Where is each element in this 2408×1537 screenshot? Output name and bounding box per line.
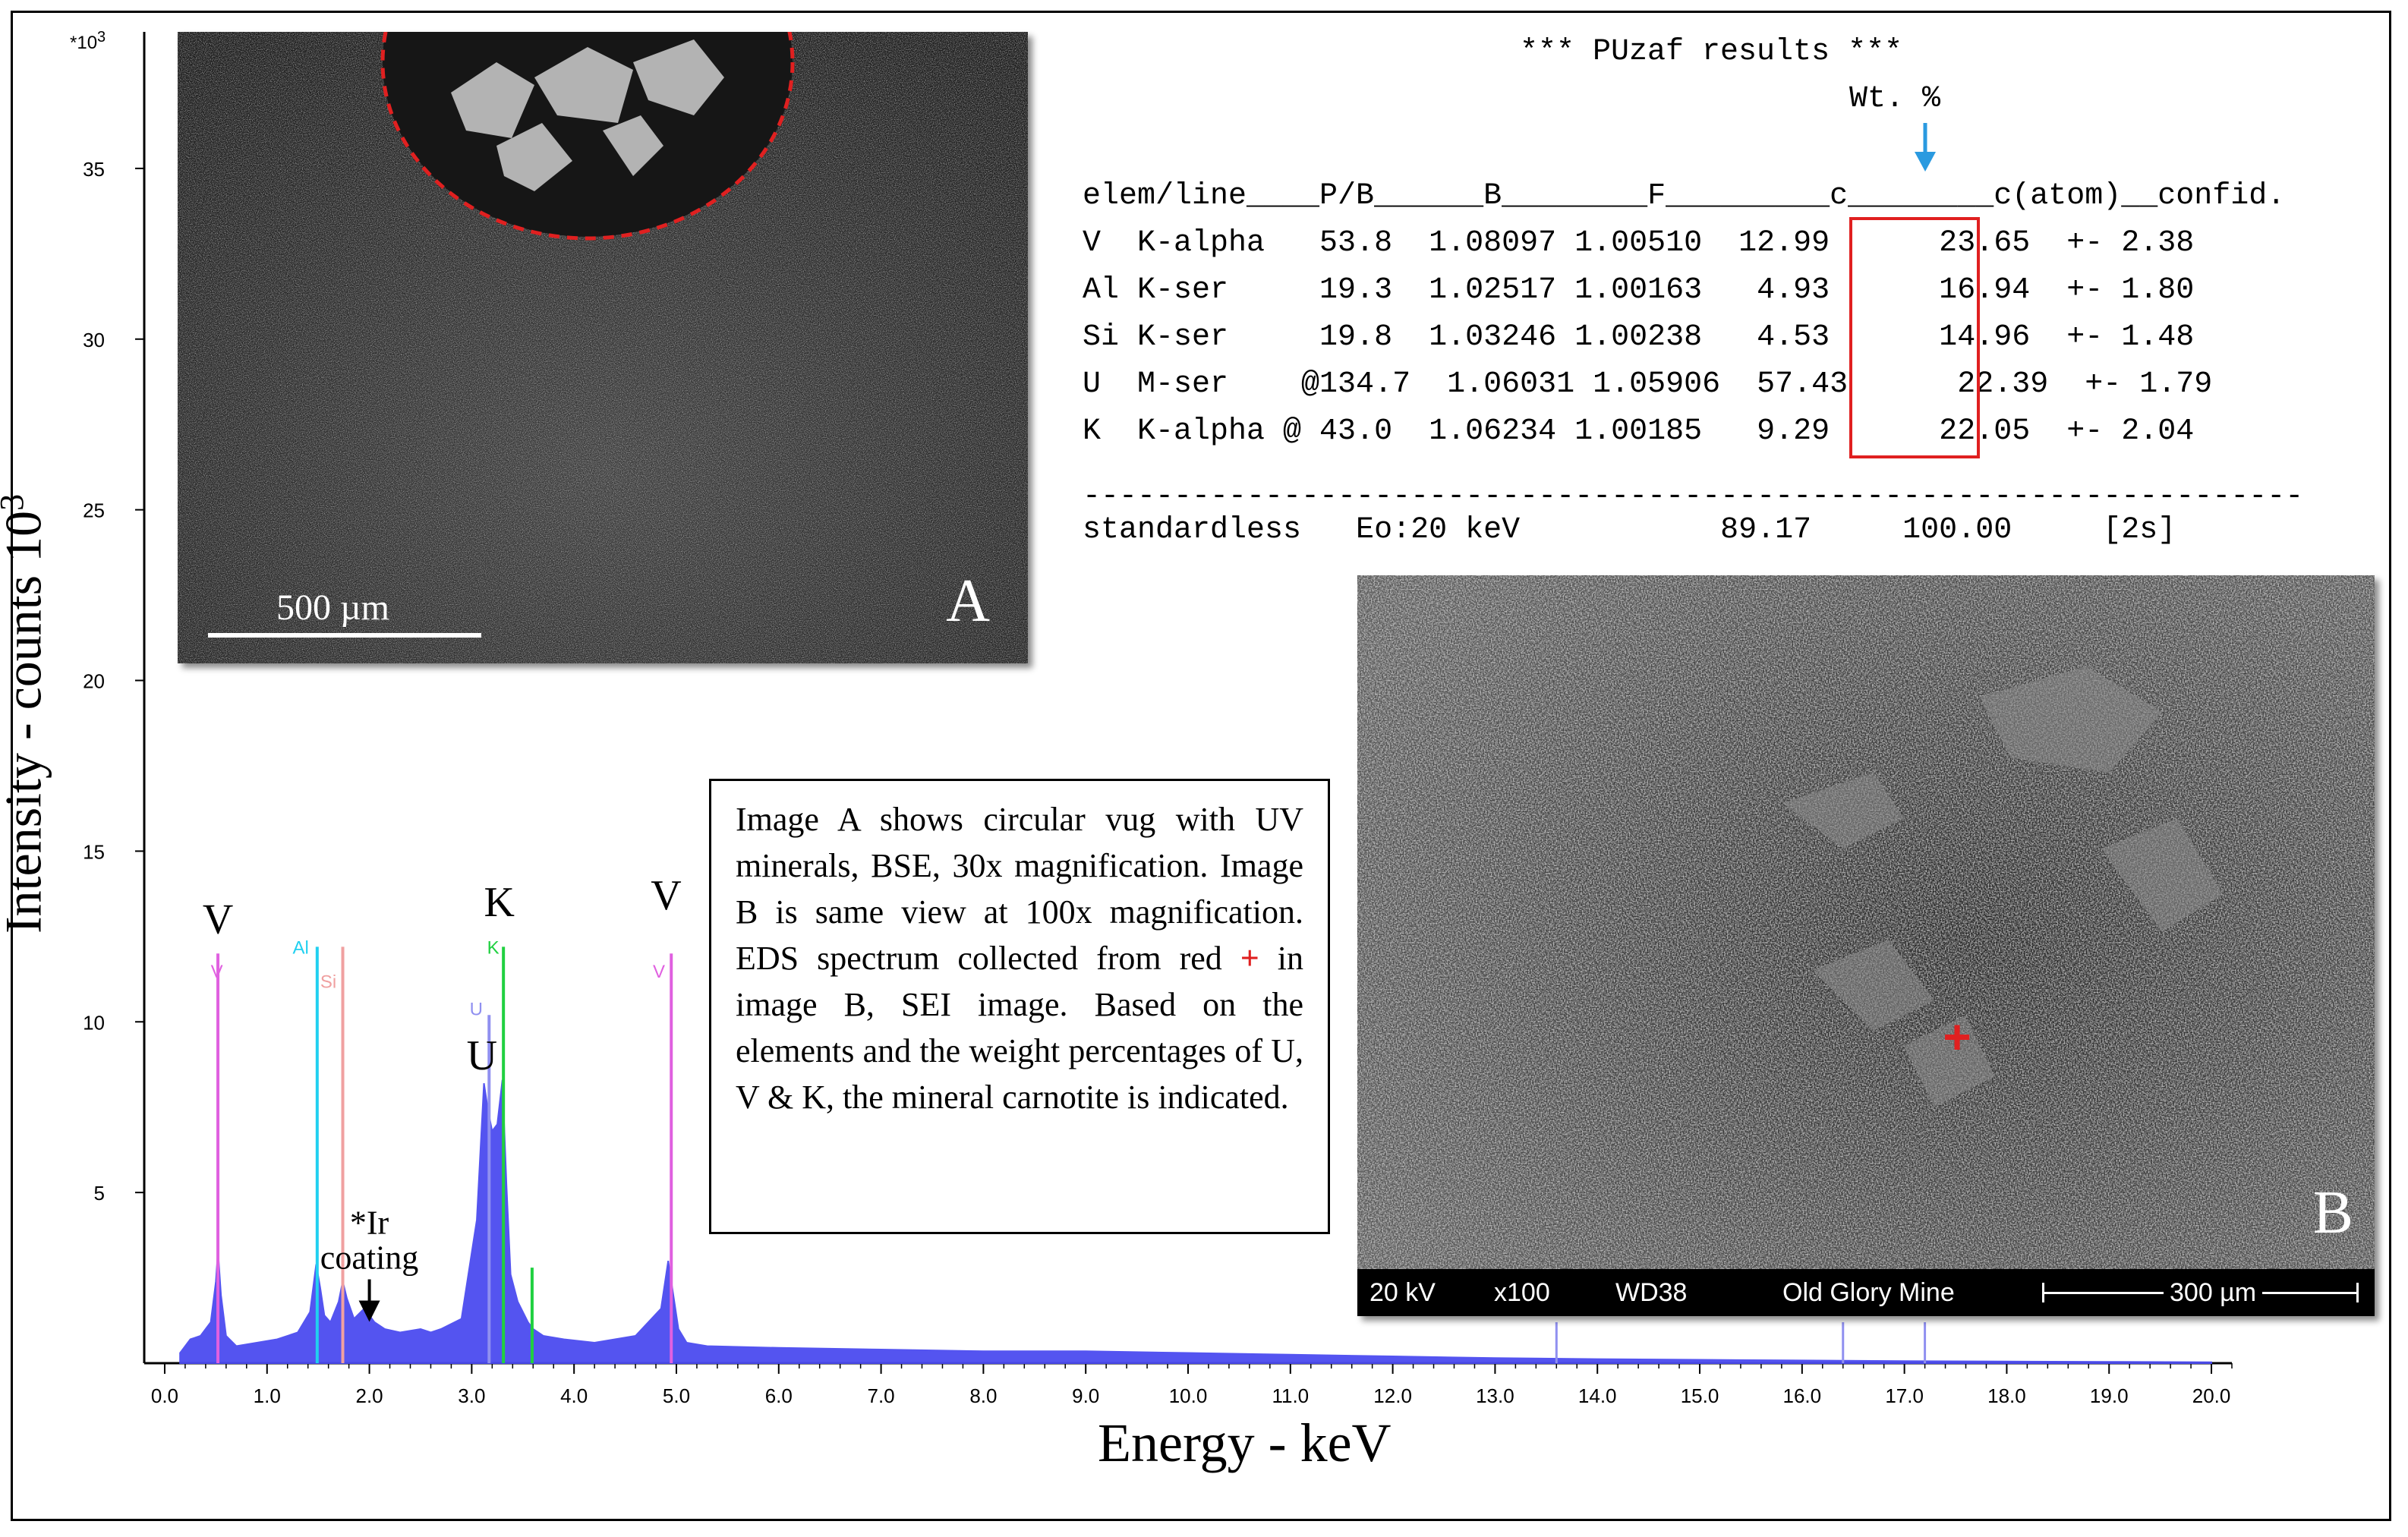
status-mag: x100 bbox=[1494, 1278, 1550, 1307]
caption-box: Image A shows circular vug with UV miner… bbox=[709, 779, 1330, 1234]
puzaf-total: standardless Eo:20 keV 89.17 100.00 [2s] bbox=[1083, 513, 2176, 547]
marker-label-u: U bbox=[470, 999, 483, 1019]
x-tick-label: 14.0 bbox=[1578, 1384, 1617, 1407]
status-scale-label: 300 µm bbox=[2164, 1278, 2263, 1308]
bse-image-panel-a: 500 µm A bbox=[178, 32, 1028, 663]
x-tick-label: 15.0 bbox=[1681, 1384, 1719, 1407]
x-tick-label: 18.0 bbox=[1987, 1384, 2026, 1407]
puzaf-divider: ----------------------------------------… bbox=[1083, 480, 2304, 514]
marker-label-v: V bbox=[211, 962, 223, 982]
y-tick-label: 25 bbox=[83, 499, 105, 522]
peak-label-u: U bbox=[467, 1032, 497, 1079]
crystal-plates bbox=[1782, 666, 2223, 1107]
sei-image-panel-b: + 20 kV x100 WD38 Old Glory Mine 300 µm … bbox=[1357, 575, 2375, 1316]
puzaf-header: elem/line____P/B______B________F________… bbox=[1083, 179, 2286, 213]
y-axis-label: Intensity - counts 103 bbox=[0, 494, 52, 934]
element-markers bbox=[216, 946, 1927, 1363]
x-tick-label: 4.0 bbox=[560, 1384, 588, 1407]
figure-frame bbox=[11, 11, 2391, 1521]
puzaf-results: *** PUzaf results *** Wt. % elem/line___… bbox=[1083, 30, 2373, 562]
puzaf-row-si: Si K-ser 19.8 1.03246 1.00238 4.53 14.96… bbox=[1083, 320, 2195, 354]
peak-label-k: K bbox=[484, 879, 515, 926]
axes: 0.0 1.0 2.0 3.0 4.0 5.0 6.0 7.0 8.0 9.0 10.0 11.0 12… bbox=[83, 32, 2233, 1407]
y-tick-label: 30 bbox=[83, 329, 105, 351]
puzaf-row-k: K K-alpha @ 43.0 1.06234 1.00185 9.29 22… bbox=[1083, 414, 2195, 449]
peak-label-v: V bbox=[203, 896, 233, 943]
annotation-line-2: coating bbox=[320, 1239, 419, 1277]
marker-label-v: V bbox=[653, 962, 665, 982]
puzaf-title: *** PUzaf results *** bbox=[1520, 35, 1903, 69]
marker-label-al: Al bbox=[292, 937, 308, 958]
scale-bar bbox=[208, 633, 481, 638]
peak-label-v: V bbox=[651, 872, 681, 919]
y-tick-label: 15 bbox=[83, 840, 105, 863]
x-tick-label: 19.0 bbox=[2090, 1384, 2129, 1407]
down-arrow-icon bbox=[1915, 123, 1936, 172]
y-multiplier-label: *103 bbox=[70, 29, 106, 53]
status-kv: 20 kV bbox=[1369, 1278, 1436, 1307]
sei-image: + bbox=[1357, 575, 2375, 1316]
status-site: Old Glory Mine bbox=[1782, 1278, 1955, 1307]
spot-marker: + bbox=[1943, 1009, 1971, 1064]
y-tick-label: 10 bbox=[83, 1011, 105, 1034]
x-tick-label: 10.0 bbox=[1169, 1384, 1208, 1407]
x-tick-label: 20.0 bbox=[2192, 1384, 2231, 1407]
x-tick-label: 3.0 bbox=[458, 1384, 485, 1407]
spectrum-area bbox=[179, 1079, 2213, 1364]
status-scale-tick-right bbox=[2356, 1283, 2359, 1302]
annotation-arrow-icon bbox=[358, 1300, 380, 1322]
x-tick-label: 1.0 bbox=[254, 1384, 281, 1407]
caption-text-1: Image A shows circular vug with UV miner… bbox=[736, 801, 1303, 977]
x-tick-label: 9.0 bbox=[1072, 1384, 1099, 1407]
caption-text-2: in image B, SEI image. Based on the elem… bbox=[736, 940, 1304, 1116]
x-tick-label: 12.0 bbox=[1373, 1384, 1412, 1407]
spectrum bbox=[179, 1079, 2213, 1364]
x-tick-label: 5.0 bbox=[663, 1384, 690, 1407]
x-axis-label: Energy - keV bbox=[1098, 1413, 1392, 1473]
vug-outline bbox=[380, 32, 795, 241]
panel-letter-b: B bbox=[2312, 1180, 2353, 1246]
wt-percent-label: Wt. % bbox=[1849, 82, 1941, 116]
puzaf-row-v: V K-alpha 53.8 1.08097 1.00510 12.99 23.… bbox=[1083, 226, 2195, 260]
y-tick-label: 5 bbox=[94, 1182, 105, 1205]
x-tick-label: 2.0 bbox=[355, 1384, 383, 1407]
red-plus-icon: + bbox=[1240, 940, 1259, 977]
scale-bar-label: 500 µm bbox=[276, 587, 389, 628]
wt-percent-highlight-box bbox=[1849, 217, 1980, 458]
x-tick-label: 17.0 bbox=[1885, 1384, 1924, 1407]
status-wd: WD38 bbox=[1615, 1278, 1688, 1307]
x-tick-label: 16.0 bbox=[1783, 1384, 1822, 1407]
status-scale-tick-left bbox=[2042, 1283, 2044, 1302]
bse-image bbox=[178, 32, 1028, 663]
x-tick-label: 7.0 bbox=[868, 1384, 895, 1407]
puzaf-row-u: U M-ser @134.7 1.06031 1.05906 57.43 22.… bbox=[1083, 367, 2213, 402]
y-tick-label: 20 bbox=[83, 670, 105, 693]
marker-label-si: Si bbox=[320, 972, 336, 992]
x-tick-label: 13.0 bbox=[1476, 1384, 1514, 1407]
puzaf-row-al: Al K-ser 19.3 1.02517 1.00163 4.93 16.94… bbox=[1083, 273, 2195, 307]
x-tick-label: 6.0 bbox=[765, 1384, 793, 1407]
y-tick-label: 35 bbox=[83, 158, 105, 181]
vug-crystals bbox=[451, 39, 724, 191]
x-tick-label: 0.0 bbox=[151, 1384, 178, 1407]
sem-status-bar: 20 kV x100 WD38 Old Glory Mine 300 µm bbox=[1357, 1269, 2375, 1316]
panel-letter-a: A bbox=[946, 568, 990, 635]
x-tick-label: 11.0 bbox=[1272, 1384, 1309, 1407]
annotation-line-1: *Ir bbox=[350, 1205, 389, 1242]
x-tick-label: 8.0 bbox=[969, 1384, 997, 1407]
marker-label-k: K bbox=[487, 937, 500, 958]
